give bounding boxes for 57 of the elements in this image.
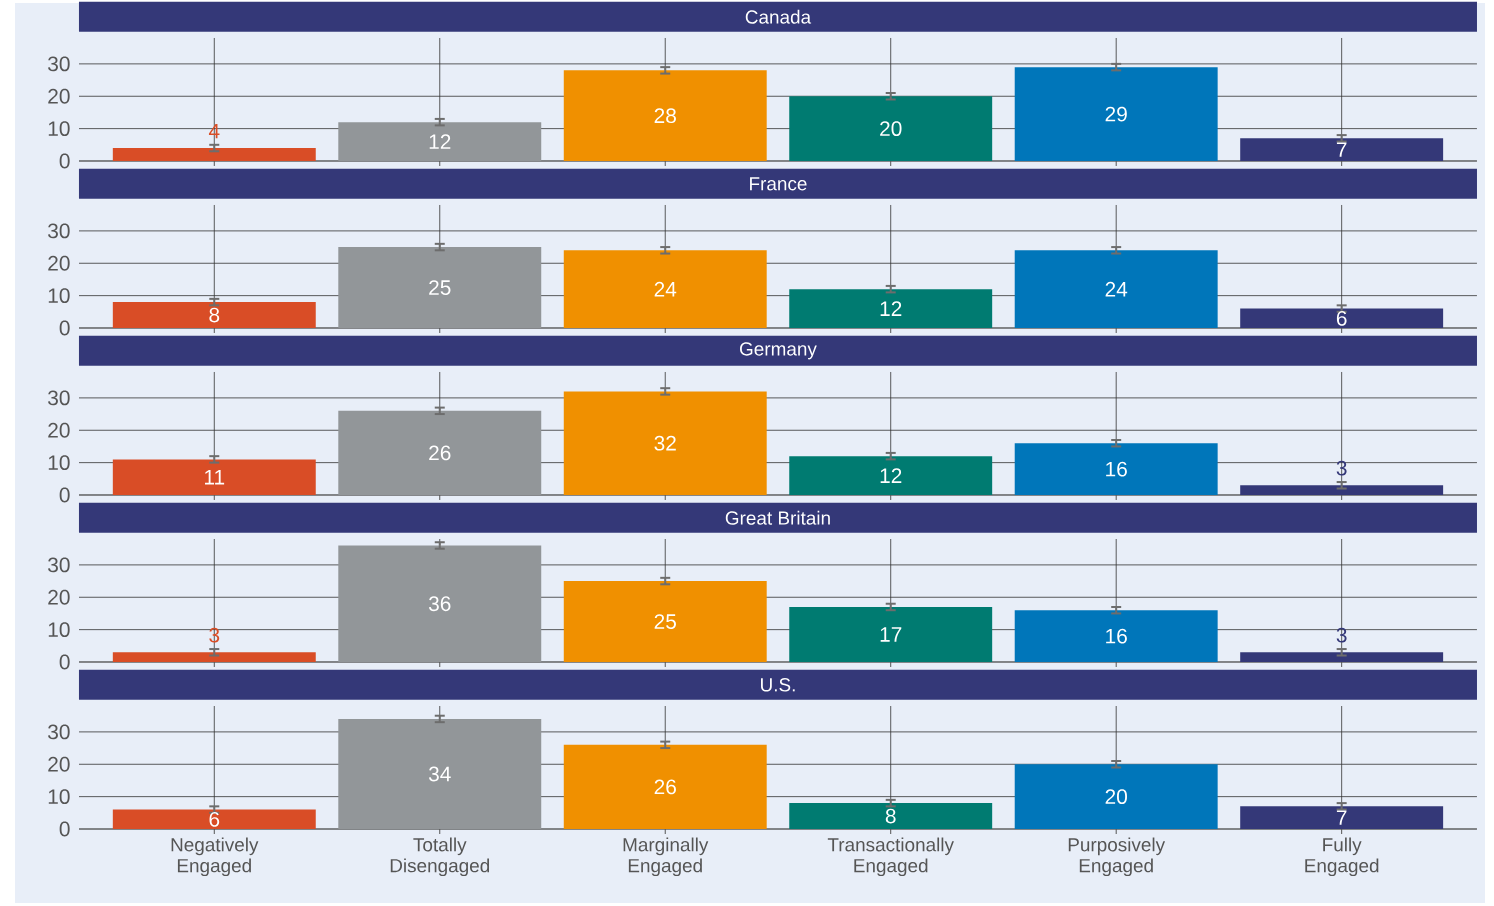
data-label: 24	[654, 281, 677, 297]
y-tick-label: 30	[48, 223, 70, 239]
data-label: 17	[880, 627, 902, 642]
data-label: 20	[1105, 789, 1127, 805]
chart-title: France	[750, 177, 807, 191]
y-tick-label: 20	[48, 255, 70, 271]
x-tick-label: Purposively Engaged	[1068, 837, 1166, 877]
data-label: 25	[429, 280, 451, 295]
data-label: 12	[880, 301, 902, 316]
y-tick-label: 10	[48, 622, 70, 638]
y-tick-label: 0	[59, 654, 70, 670]
data-label: 29	[1105, 106, 1127, 122]
y-tick-label: 0	[59, 320, 70, 336]
data-label: 26	[429, 445, 451, 461]
y-tick-label: 0	[59, 487, 70, 503]
y-tick-label: 10	[48, 789, 70, 805]
chart-title: Great Britain	[725, 510, 830, 525]
x-tick-label: Negatively Engaged	[171, 837, 259, 877]
data-label: 16	[1106, 461, 1127, 477]
y-tick-label: 30	[48, 56, 70, 72]
data-label: 36	[428, 596, 451, 612]
y-tick-label: 20	[48, 589, 70, 605]
data-label: 8	[885, 808, 896, 824]
y-tick-label: 30	[48, 390, 70, 406]
data-label: 7	[1336, 142, 1347, 157]
chart-title: Canada	[745, 9, 812, 24]
data-label: 20	[880, 121, 902, 137]
y-tick-label: 30	[48, 724, 70, 740]
x-tick-label: Fully Engaged	[1305, 837, 1379, 877]
y-tick-label: 20	[48, 422, 70, 438]
y-tick-label: 10	[48, 455, 70, 471]
y-tick-label: 20	[48, 88, 70, 104]
data-label: 6	[209, 811, 220, 827]
data-label: 28	[654, 108, 676, 124]
chart-title: U.S.	[761, 678, 795, 692]
x-tick-label: Transactionally Engaged	[827, 837, 954, 877]
y-tick-label: 0	[59, 821, 70, 837]
data-label: 7	[1336, 810, 1347, 825]
data-label: 24	[1105, 281, 1128, 297]
x-tick-label: Totally Disengaged	[390, 837, 490, 877]
data-label: 26	[654, 779, 676, 795]
y-tick-label: 20	[48, 756, 70, 772]
data-label: 16	[1106, 628, 1127, 644]
data-label: 32	[654, 435, 676, 451]
data-label: 8	[209, 307, 220, 323]
data-label: 12	[880, 468, 902, 483]
y-tick-label: 10	[48, 121, 70, 137]
y-tick-label: 0	[59, 153, 70, 169]
y-tick-label: 30	[48, 557, 70, 573]
x-tick-label: Marginally Engaged	[623, 837, 709, 877]
data-label: 11	[205, 470, 225, 485]
data-label: 34	[428, 766, 451, 782]
y-tick-label: 10	[48, 288, 70, 304]
data-label: 12	[429, 134, 451, 149]
chart-title: Germany	[740, 342, 817, 360]
data-label: 25	[654, 614, 676, 629]
data-label: 6	[1336, 310, 1347, 326]
